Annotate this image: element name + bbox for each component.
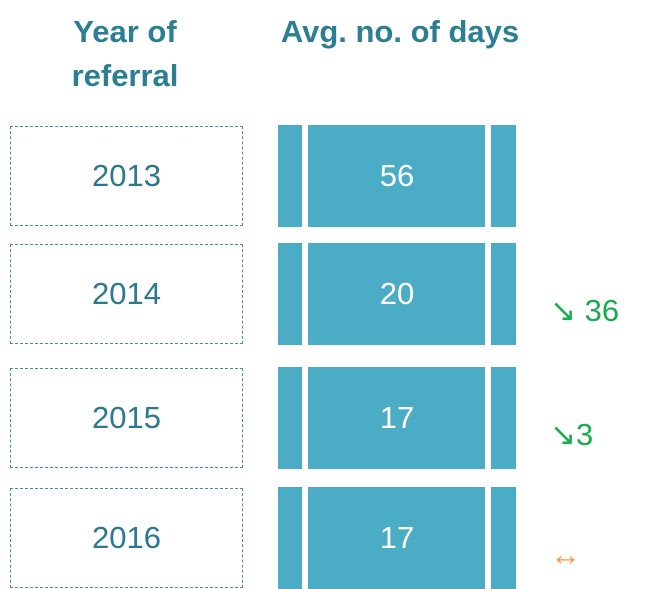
change: ↘3 — [550, 417, 594, 452]
change: ↘ 36 — [550, 293, 620, 328]
days-value: 17 — [379, 520, 415, 555]
year-cell: 2015 — [10, 368, 243, 468]
stripe — [302, 367, 308, 469]
days-cell: 17 — [278, 487, 516, 589]
days-value: 17 — [379, 400, 415, 435]
stripe — [302, 125, 308, 227]
header-year: Year of referral — [71, 14, 179, 93]
stripe — [485, 125, 491, 227]
days-value: 56 — [379, 158, 415, 193]
year-cell: 2016 — [10, 488, 243, 588]
year-cell: 2013 — [10, 126, 243, 226]
stripe — [485, 243, 491, 345]
stripe — [302, 487, 308, 589]
days-value: 20 — [379, 276, 415, 311]
days-cell: 20 — [278, 243, 516, 345]
stripe — [485, 367, 491, 469]
stripe — [485, 487, 491, 589]
days-cell: 17 — [278, 367, 516, 469]
stripe — [302, 243, 308, 345]
year-cell: 2014 — [10, 244, 243, 344]
change: ↔ — [550, 537, 581, 572]
days-cell: 56 — [278, 125, 516, 227]
header-days: Avg. no. of days — [280, 14, 520, 49]
